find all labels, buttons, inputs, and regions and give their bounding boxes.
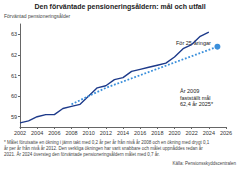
svg-text:2004: 2004 bbox=[31, 130, 43, 136]
svg-text:2014: 2014 bbox=[117, 130, 129, 136]
svg-text:2020: 2020 bbox=[168, 130, 180, 136]
svg-text:2012: 2012 bbox=[100, 130, 112, 136]
svg-text:år per år från nivå år 2012. D: år per år från nivå år 2012. Den verklig… bbox=[4, 145, 204, 151]
svg-text:61: 61 bbox=[11, 73, 17, 79]
svg-text:2021. År 2024 översteg den för: 2021. År 2024 översteg den förväntade pe… bbox=[4, 151, 160, 157]
svg-text:2022: 2022 bbox=[186, 130, 198, 136]
svg-text:62,4 år 2025*: 62,4 år 2025* bbox=[180, 101, 214, 107]
svg-text:2006: 2006 bbox=[48, 130, 60, 136]
svg-text:fastställt mål: fastställt mål bbox=[180, 95, 211, 101]
svg-text:Källa: Pensionsskyddscentralen: Källa: Pensionsskyddscentralen bbox=[172, 161, 236, 166]
svg-text:62: 62 bbox=[11, 52, 17, 58]
svg-text:Förväntad pensioneringsålder: Förväntad pensioneringsålder bbox=[4, 13, 70, 19]
svg-text:60: 60 bbox=[11, 93, 17, 99]
svg-text:2024: 2024 bbox=[203, 130, 215, 136]
svg-text:2018: 2018 bbox=[151, 130, 163, 136]
svg-text:63: 63 bbox=[11, 31, 17, 37]
svg-text:2002: 2002 bbox=[14, 130, 26, 136]
svg-text:År 2009: År 2009 bbox=[180, 88, 199, 94]
svg-text:2026: 2026 bbox=[220, 130, 232, 136]
svg-text:* Målet förutsatte en ökning i: * Målet förutsatte en ökning i jämn takt… bbox=[4, 139, 211, 145]
svg-text:2010: 2010 bbox=[83, 130, 95, 136]
svg-text:2016: 2016 bbox=[134, 130, 146, 136]
svg-text:Den förväntade pensioneringsål: Den förväntade pensioneringsåldern: mål … bbox=[34, 3, 205, 11]
svg-text:För 25-åringar: För 25-åringar bbox=[176, 40, 211, 46]
svg-text:59: 59 bbox=[11, 114, 17, 120]
svg-text:2008: 2008 bbox=[65, 130, 77, 136]
